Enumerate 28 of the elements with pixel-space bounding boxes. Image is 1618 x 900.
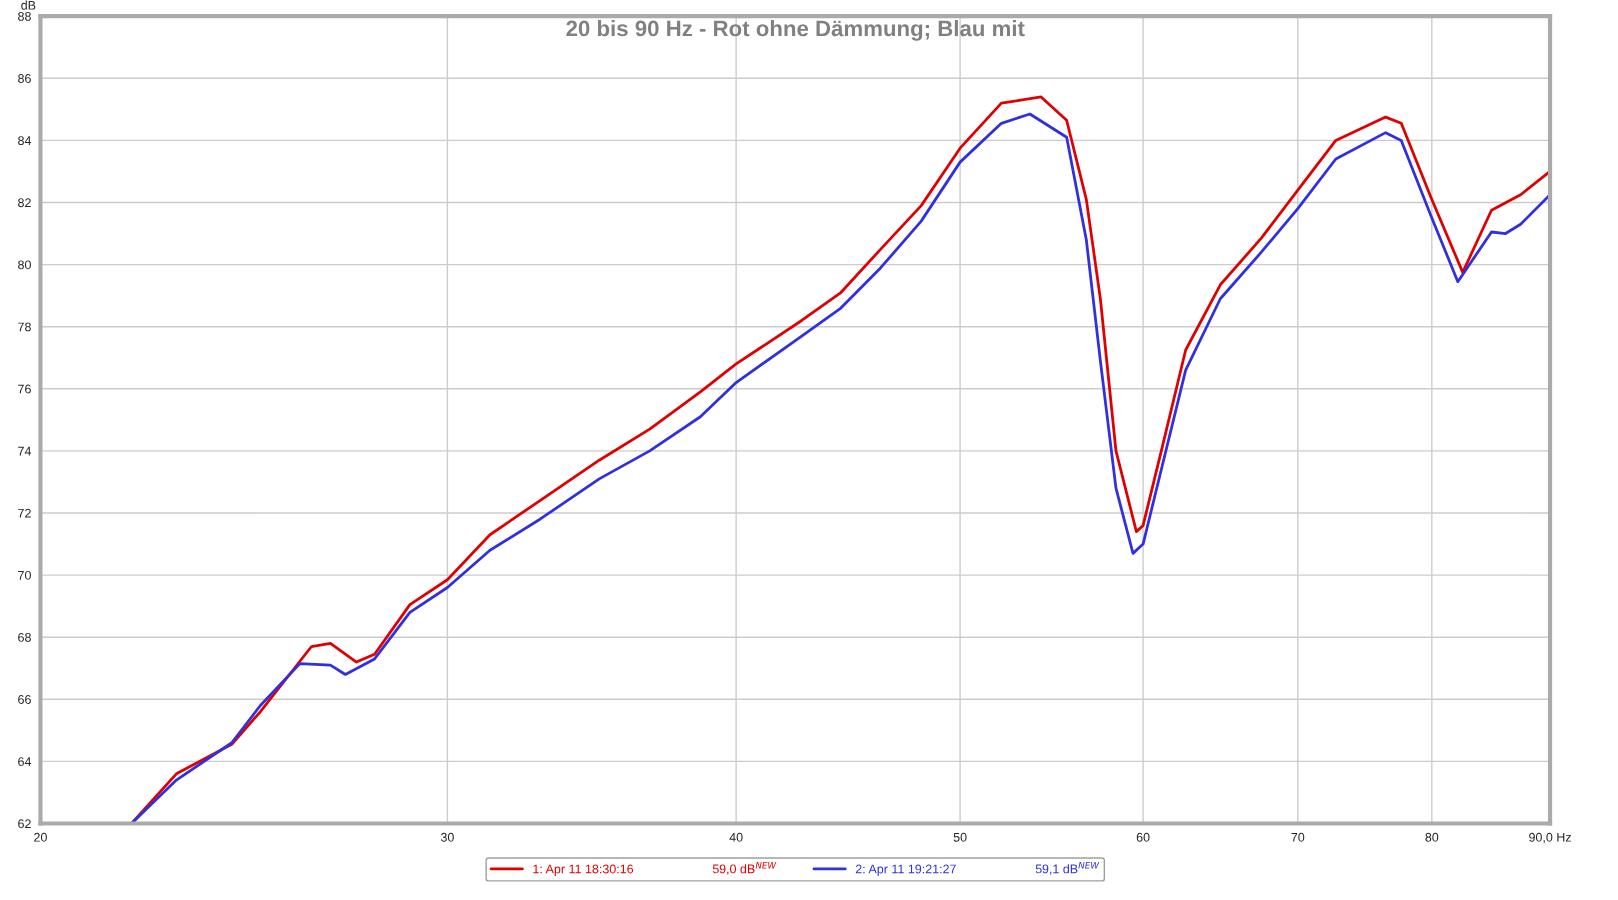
y-tick-label: 78 [18, 322, 31, 332]
y-tick-label: 86 [18, 74, 31, 83]
x-tick-label: 80 [1425, 832, 1439, 842]
x-tick-label: 40 [729, 832, 743, 842]
y-tick-label: 64 [18, 757, 32, 767]
x-tick-label: 70 [1291, 832, 1305, 842]
y-tick-label: 66 [18, 695, 31, 704]
x-tick-label: 30 [440, 832, 454, 842]
legend-label: 1: Apr 11 18:30:16 [533, 864, 634, 876]
x-tick-label: 90,0 Hz [1529, 832, 1571, 844]
y-tick-label: 70 [18, 570, 31, 580]
y-tick-label: 84 [18, 136, 32, 146]
text: 59,0 dB$^{NEW}$ [712, 862, 777, 875]
chart-title: 20 bis 90 Hz - Rot ohne Dämmung; Blau mit [566, 20, 1025, 41]
y-axis-title: dB [21, 0, 36, 10]
legend-label: 2: Apr 11 19:21:27 [855, 864, 956, 876]
x-tick-label: 60 [1136, 832, 1150, 842]
y-tick-label: 76 [18, 384, 31, 394]
y-tick-label: 68 [18, 633, 31, 642]
y-tick-label: 80 [18, 260, 31, 270]
y-tick-label: 82 [18, 198, 31, 208]
x-tick-label: 20 [34, 832, 47, 842]
y-tick-label: 74 [18, 446, 32, 456]
y-tick-label: 62 [18, 819, 31, 829]
y-tick-label: 72 [18, 508, 31, 518]
x-tick-label: 50 [953, 832, 967, 842]
y-tick-label: 88 [18, 12, 31, 21]
text: 59,1 dB$^{NEW}$ [1035, 862, 1100, 875]
